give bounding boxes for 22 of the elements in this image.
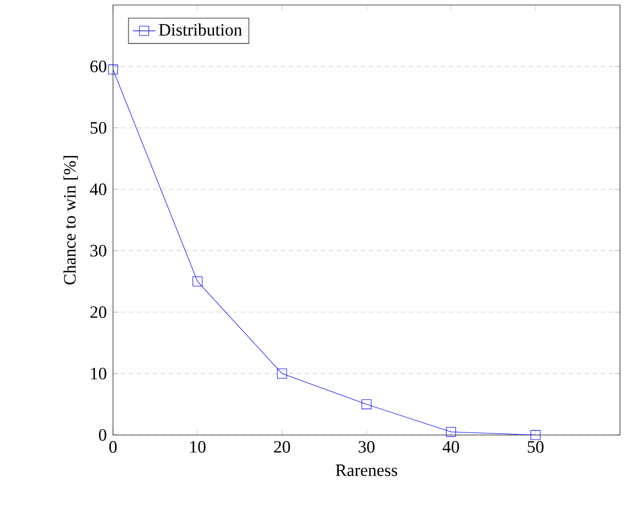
- y-tick-label: 40: [90, 183, 106, 196]
- point: [362, 399, 372, 410]
- y-tick-label: 30: [90, 244, 106, 257]
- point: [530, 430, 540, 440]
- point: [446, 426, 456, 437]
- y-tick-label: 0: [98, 429, 106, 441]
- y-axis-title: Chance to win [%]: [63, 156, 78, 284]
- point: [192, 276, 202, 286]
- y-tick-label: 20: [90, 306, 106, 318]
- point: [277, 368, 287, 378]
- y-tick-label: 10: [91, 368, 106, 380]
- point: [108, 64, 118, 74]
- legend-label: Distribution: [158, 23, 242, 36]
- x-tick-label: 10: [190, 441, 206, 453]
- x-tick-label: 30: [358, 441, 375, 453]
- x-tick-label: 40: [442, 441, 460, 453]
- x-tick-label: 50: [528, 441, 544, 453]
- y-tick-label: 60: [90, 60, 106, 72]
- x-axis-title: Rareness: [336, 464, 398, 476]
- y-tick-label: 50: [90, 122, 106, 134]
- x-tick-label: 20: [274, 441, 290, 453]
- x-tick-label: 0: [109, 441, 117, 453]
